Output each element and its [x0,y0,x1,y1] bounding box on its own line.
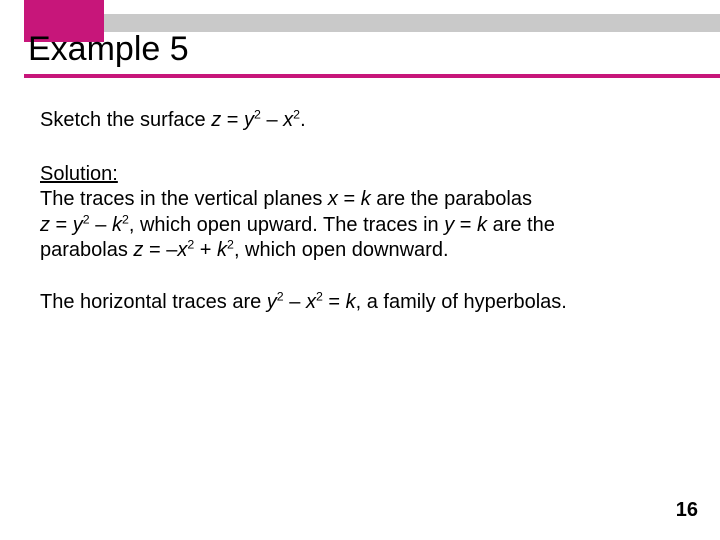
var-z: z [133,239,143,261]
var-k: k [112,214,122,236]
text: The traces in the vertical planes [40,188,328,210]
solution-paragraph-1: Solution: The traces in the vertical pla… [40,162,680,264]
text: , a family of hyperbolas. [356,291,567,313]
var-k: k [361,188,371,210]
var-k: k [477,214,487,236]
exp-2: 2 [316,289,323,303]
slide-body: Sketch the surface z = y2 – x2. Solution… [0,90,720,316]
page-number: 16 [676,499,698,522]
problem-statement: Sketch the surface z = y2 – x2. [40,108,680,134]
var-y: y [244,109,254,131]
var-x: x [177,239,187,261]
text: = [338,188,361,210]
text: + [194,239,217,261]
exp-2: 2 [227,238,234,252]
var-z: z [211,109,221,131]
text: – [284,291,306,313]
text: = [323,291,346,313]
solution-paragraph-2: The horizontal traces are y2 – x2 = k, a… [40,290,680,316]
eq-equals: = [221,109,244,131]
solution-label: Solution: [40,163,118,185]
text: are the parabolas [371,188,532,210]
slide-header: Example 5 [0,0,720,90]
var-y: y [267,291,277,313]
var-x: x [306,291,316,313]
text: , which open downward. [234,239,449,261]
var-y: y [73,214,83,236]
var-z: z [40,214,50,236]
slide-title: Example 5 [28,30,189,69]
var-k: k [217,239,227,261]
var-y: y [444,214,454,236]
exp-2: 2 [83,212,90,226]
text: = [50,214,73,236]
exp-2: 2 [122,212,129,226]
text: parabolas [40,239,133,261]
exp-2: 2 [277,289,284,303]
eq-period: . [300,109,306,131]
eq-minus: – [261,109,283,131]
var-k: k [346,291,356,313]
exp-2: 2 [254,107,261,121]
text: The horizontal traces are [40,291,267,313]
text: – [90,214,112,236]
text: = – [143,239,177,261]
text: , which open upward. The traces in [129,214,444,236]
var-x: x [328,188,338,210]
problem-prefix: Sketch the surface [40,109,211,131]
text: = [454,214,477,236]
header-underline [24,74,720,78]
var-x: x [283,109,293,131]
text: are the [487,214,555,236]
